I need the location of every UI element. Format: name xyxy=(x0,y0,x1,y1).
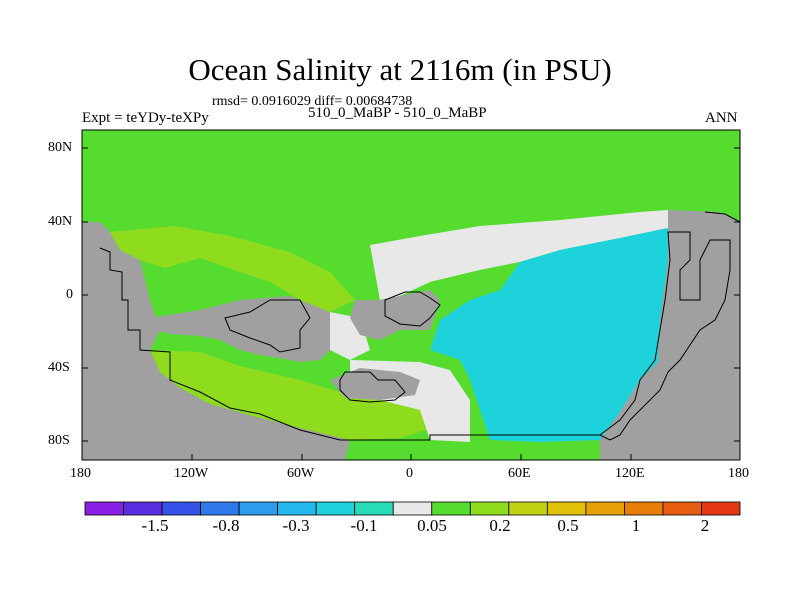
season-label: ANN xyxy=(705,110,738,126)
land-gondwana-north xyxy=(150,296,330,362)
experiment-label: Expt = teYDy-teXPy xyxy=(82,110,209,126)
cyan-region xyxy=(430,228,668,442)
colorbar-swatch xyxy=(315,501,356,516)
colorbar-label: 2 xyxy=(700,516,710,535)
colorbar-label: -0.3 xyxy=(282,516,310,535)
colorbar-swatch xyxy=(161,501,201,516)
lon-label-120w: 120W xyxy=(174,466,209,481)
land xyxy=(82,210,740,460)
colorbar-label: 1 xyxy=(631,516,641,535)
land-central xyxy=(350,290,440,340)
colorbar-swatch xyxy=(238,501,279,516)
colorbar-label: -0.1 xyxy=(350,516,378,535)
colorbar-swatch xyxy=(508,501,548,516)
colorbar-label: 0.5 xyxy=(557,516,579,535)
colorbar-swatch xyxy=(624,501,664,516)
lon-label-60e: 60E xyxy=(508,466,531,481)
plot-title: Ocean Salinity at 2116m (in PSU) xyxy=(188,52,612,87)
land-west xyxy=(82,222,350,460)
colorbar-swatch xyxy=(354,501,394,516)
coastlines xyxy=(99,211,741,441)
lon-label-180w: 180 xyxy=(70,466,91,481)
axis-ticks xyxy=(81,147,741,460)
colorbar-swatch xyxy=(277,501,317,516)
lon-label-120e: 120E xyxy=(615,466,645,481)
colorbar-label: 0.2 xyxy=(489,516,511,535)
lat-label-80n: 80N xyxy=(48,140,73,155)
period-label: 510_0_MaBP - 510_0_MaBP xyxy=(308,105,487,121)
land-south xyxy=(330,368,420,400)
colorbar-swatch xyxy=(431,501,471,516)
colorbar-swatch xyxy=(546,501,587,516)
land-east xyxy=(600,210,740,460)
colorbar-swatch xyxy=(701,501,741,516)
colorbar-swatch xyxy=(662,501,702,516)
colorbar-label: -1.5 xyxy=(141,516,169,535)
lon-label-180e: 180 xyxy=(728,466,749,481)
lime-region xyxy=(110,226,432,440)
colorbar-swatch xyxy=(123,501,163,516)
lon-label-0: 0 xyxy=(406,466,413,481)
lat-label-0: 0 xyxy=(66,287,73,302)
colorbar-swatch xyxy=(469,501,510,516)
colorbar-swatch xyxy=(84,501,124,516)
colorbar-swatch xyxy=(200,501,240,516)
lat-label-40s: 40S xyxy=(48,360,70,375)
lon-label-60w: 60W xyxy=(287,466,315,481)
colorbar-swatch xyxy=(392,501,433,516)
colorbar-label: 0.05 xyxy=(417,516,447,535)
stats-label: rmsd= 0.0916029 diff= 0.00684738 xyxy=(212,94,413,109)
colorbar-label: -0.8 xyxy=(212,516,240,535)
lat-label-80s: 80S xyxy=(48,433,70,448)
colorbar-swatch xyxy=(585,501,625,516)
lat-label-40n: 40N xyxy=(48,214,73,229)
